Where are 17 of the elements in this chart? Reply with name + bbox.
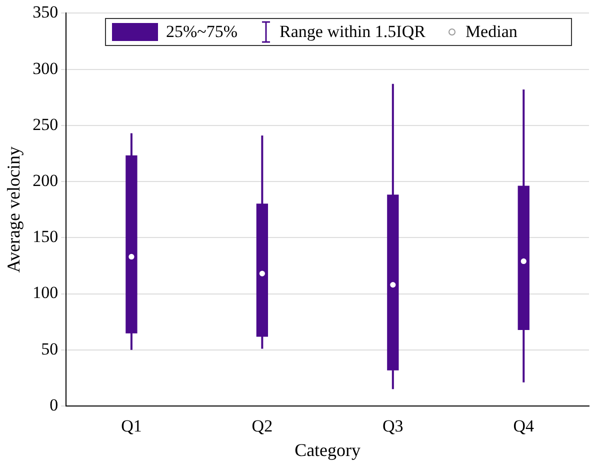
annotation: Median — [465, 22, 518, 42]
y-tick-label: 250 — [32, 114, 58, 134]
y-tick-label: 150 — [32, 227, 58, 246]
x-tick-label: Q4 — [513, 416, 535, 436]
legend-label: 25%~75% — [166, 22, 238, 42]
x-tick-label: Q1 — [121, 416, 142, 436]
y-tick-label: 50 — [41, 339, 58, 358]
y-tick-label: 0 — [50, 395, 58, 414]
x-axis-title: Category — [294, 440, 361, 460]
y-tick-label: 200 — [32, 171, 58, 190]
annotation: Range within 1.5IQR — [280, 22, 426, 42]
x-tick-label: Q3 — [382, 416, 404, 436]
y-axis-title: Average velociny — [4, 146, 24, 273]
y-tick-label: 100 — [32, 283, 58, 302]
y-tick-label: 300 — [32, 58, 58, 78]
x-tick-label: Q2 — [252, 416, 273, 436]
y-tick-label: 350 — [32, 2, 58, 22]
